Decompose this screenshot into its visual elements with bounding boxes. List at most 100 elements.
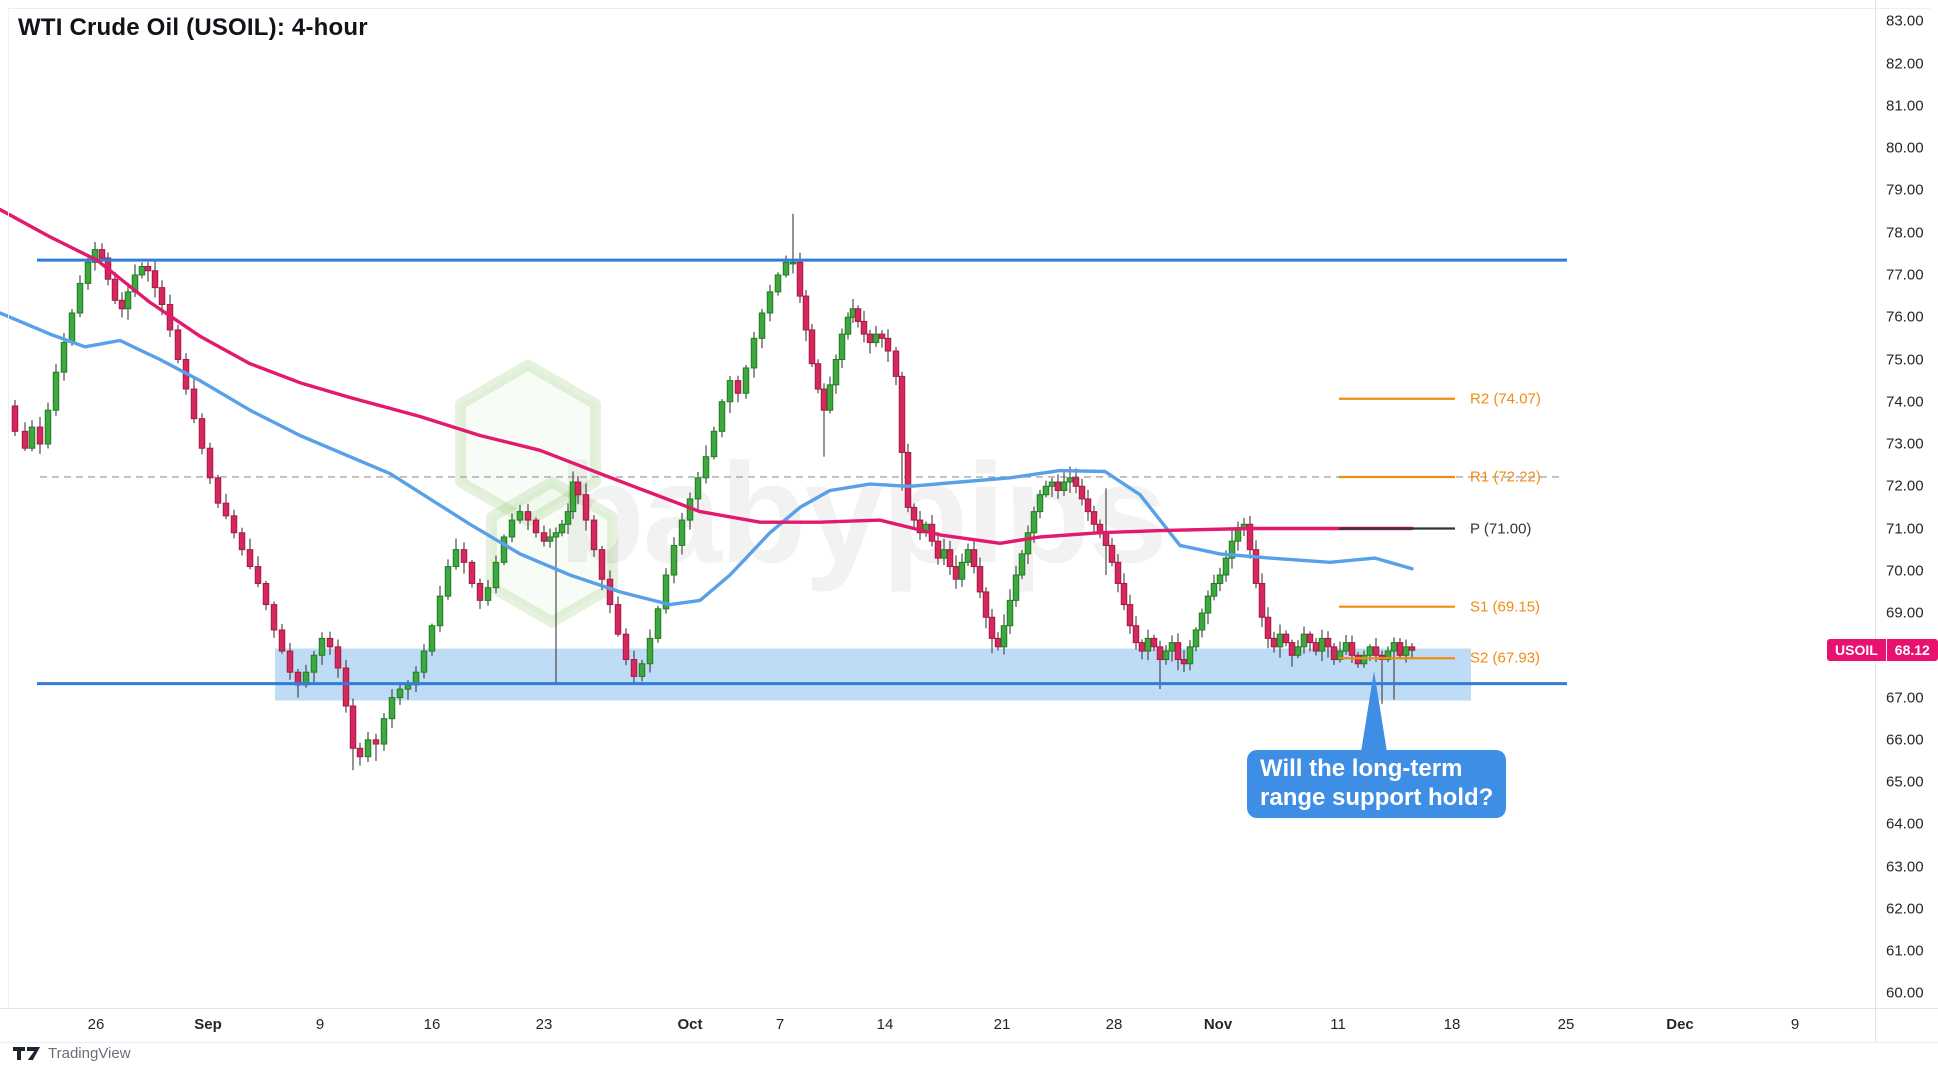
candle-down <box>349 705 357 749</box>
price-tick-label: 71.00 <box>1886 520 1924 537</box>
candle-down <box>802 295 810 331</box>
bottom-frame-border <box>0 1042 1938 1043</box>
candle-up <box>558 523 566 534</box>
price-tick-label: 67.00 <box>1886 689 1924 707</box>
price-tick-label: 83.00 <box>1886 12 1924 30</box>
annotation-line1: Will the long-term <box>1260 755 1463 782</box>
candle-down <box>540 532 548 542</box>
candle-up <box>1060 481 1068 491</box>
candle-down <box>898 375 906 453</box>
date-tick-label: 9 <box>315 1016 325 1033</box>
candle-down <box>356 747 364 758</box>
price-tick-label: 69.00 <box>1886 604 1924 622</box>
candle-down <box>934 540 942 559</box>
candle-down <box>814 363 822 390</box>
candle-up <box>750 337 758 369</box>
candle-up <box>1360 654 1368 665</box>
candle-down <box>460 549 468 563</box>
candle-up <box>1336 650 1344 661</box>
candle-up <box>1300 633 1308 648</box>
badge-separator <box>1885 639 1887 661</box>
candle-up <box>1186 646 1194 665</box>
candle-down <box>21 430 29 449</box>
candle-up <box>789 261 797 265</box>
candle-up <box>388 697 396 720</box>
date-tick-label: 26 <box>87 1016 105 1033</box>
candle-down <box>994 637 1002 648</box>
date-tick-label: 7 <box>775 1016 785 1033</box>
candle-up <box>940 549 948 559</box>
candle-down <box>1324 637 1332 648</box>
candle-down <box>614 604 622 635</box>
candle-up <box>1402 646 1410 656</box>
date-tick-label: Oct <box>677 1016 703 1033</box>
candle-up <box>742 367 750 394</box>
candle-down <box>1270 637 1278 648</box>
candle-up <box>1276 633 1284 648</box>
candle-up <box>654 608 662 639</box>
candle-down <box>866 333 874 344</box>
candle-up <box>28 426 36 449</box>
candle-down <box>476 582 484 601</box>
candle-down <box>278 629 286 652</box>
candle-down <box>1072 477 1080 487</box>
candle-down <box>982 591 990 618</box>
price-tick-label: 78.00 <box>1886 224 1924 242</box>
pivot-label-S2: S2 (67.93) <box>1470 649 1541 667</box>
candle-up <box>44 409 52 445</box>
support-zone <box>275 648 1471 701</box>
candle-down <box>524 511 532 521</box>
tradingview-attribution[interactable]: TradingView <box>13 1045 131 1062</box>
candle-up <box>1018 553 1026 576</box>
candle-down <box>214 477 222 504</box>
date-tick-label: 21 <box>993 1016 1011 1033</box>
candle-up <box>1216 574 1224 584</box>
candle-up <box>569 481 577 513</box>
pivot-label-P: P (71.00) <box>1470 520 1532 537</box>
candle-down <box>1312 642 1320 652</box>
candle-down <box>230 515 238 534</box>
candle-up <box>826 384 834 411</box>
candle-up <box>758 312 766 339</box>
candle-up <box>1000 625 1008 648</box>
candle-up <box>396 688 404 699</box>
candle-up <box>872 333 880 344</box>
candle-up <box>1030 511 1038 534</box>
candle-down <box>1246 523 1254 551</box>
candle-down <box>590 519 598 551</box>
candle-down <box>174 329 182 360</box>
candle-up <box>1204 595 1212 614</box>
candle-up <box>1066 477 1074 483</box>
candle-up <box>84 261 92 284</box>
candle-down <box>910 506 918 521</box>
candle-down <box>1138 642 1146 652</box>
price-tick-label: 73.00 <box>1886 435 1924 453</box>
candle-down <box>1174 642 1182 661</box>
candle-up <box>662 574 670 610</box>
price-tick-label: 81.00 <box>1886 97 1924 115</box>
last-price-badge: USOIL 68.12 <box>1827 639 1938 661</box>
candle-up <box>1042 485 1050 496</box>
candle-down <box>1396 642 1404 656</box>
last-price-value: 68.12 <box>1894 642 1930 658</box>
candle-down <box>372 739 380 745</box>
candle-up <box>1318 637 1326 652</box>
slow-ma-pink <box>0 207 1414 545</box>
candle-down <box>1114 561 1122 584</box>
candle-down <box>1252 549 1260 584</box>
candle-down <box>151 270 159 289</box>
pivot-label-R2: R2 (74.07) <box>1470 390 1541 408</box>
candle-down <box>970 549 978 568</box>
price-axis-border <box>1875 0 1876 1042</box>
candle-down <box>622 633 630 661</box>
candle-up <box>52 371 60 411</box>
candle-up <box>1390 642 1398 652</box>
candle-down <box>1306 633 1314 644</box>
candle-down <box>892 350 900 377</box>
date-tick-label: 28 <box>1105 1016 1123 1033</box>
candle-up <box>516 511 524 521</box>
candle-up <box>138 266 146 276</box>
candle-up <box>694 477 702 500</box>
tradingview-logo-text: TradingView <box>48 1045 131 1062</box>
